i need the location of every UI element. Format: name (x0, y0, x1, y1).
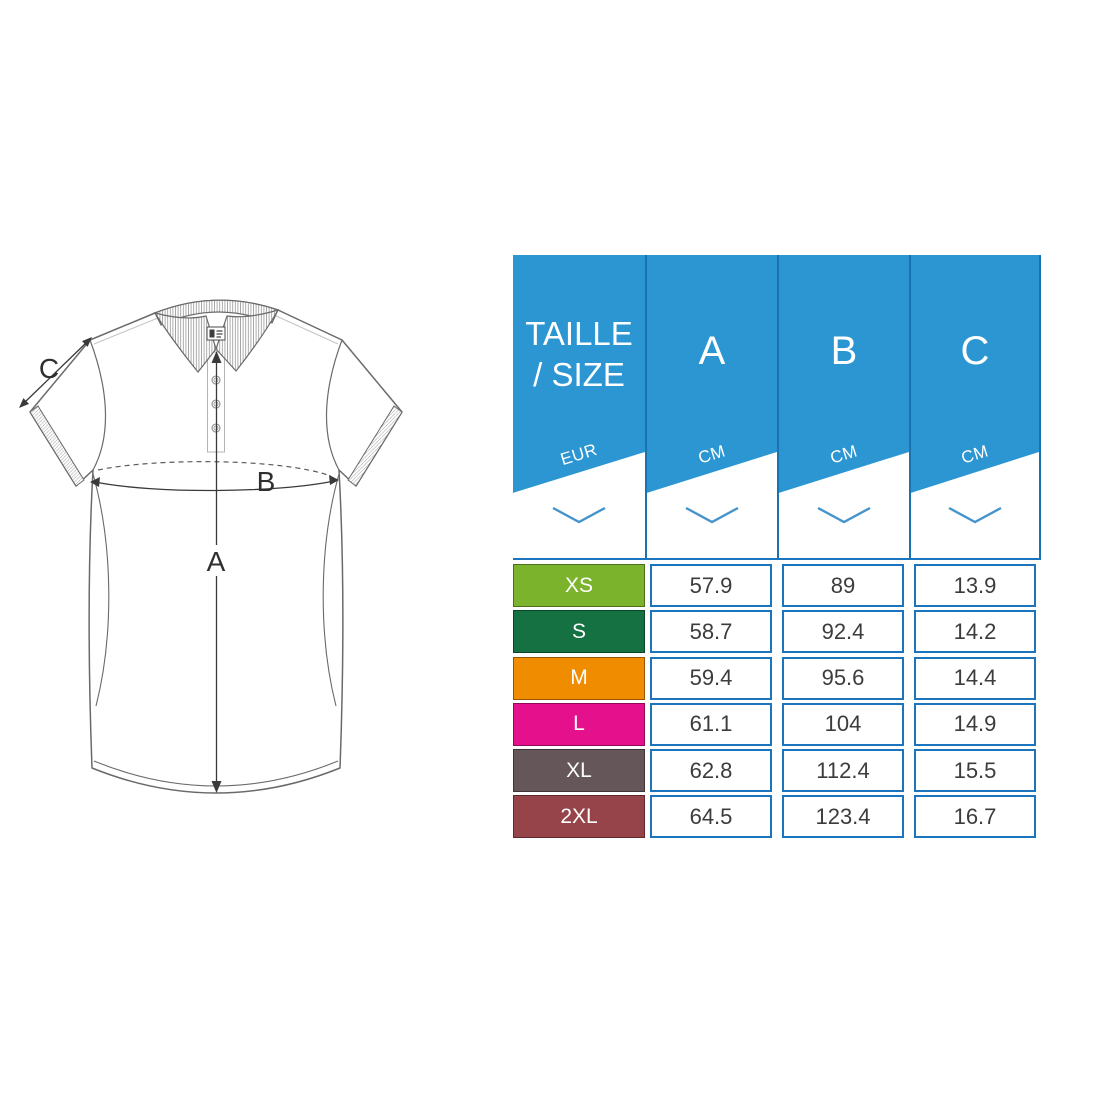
value-cell-b: 104 (782, 702, 904, 746)
value-cell-c: 16.7 (914, 795, 1036, 839)
table-row-m: M 59.4 95.6 14.4 (513, 656, 1041, 700)
header-blue-wedge (911, 255, 1039, 493)
value-cell-a: 58.7 (650, 610, 772, 654)
label-b: B (257, 466, 276, 497)
size-chart-header: TAILLE / SIZE EUR A CM B (513, 255, 1041, 560)
size-badge: XL (513, 749, 645, 793)
label-a: A (207, 546, 226, 577)
polo-shirt-drawing: A B C (19, 299, 403, 794)
collar (153, 299, 280, 373)
size-badge: XS (513, 564, 645, 607)
chevron-down-icon[interactable] (947, 505, 1003, 530)
chevron-down-icon[interactable] (684, 505, 740, 530)
value-cell-b: 89 (782, 564, 904, 607)
value-cell-a: 62.8 (650, 749, 772, 793)
value-cell-b: 95.6 (782, 656, 904, 700)
table-row-s: S 58.7 92.4 14.2 (513, 610, 1041, 654)
size-badge: L (513, 702, 645, 746)
size-chart-rows: XS 57.9 89 13.9 S 58.7 92.4 14.2 M 59.4 … (513, 560, 1041, 839)
value-cell-a: 57.9 (650, 564, 772, 607)
neck-label (206, 326, 226, 341)
measure-arrow-a (200, 351, 233, 793)
value-cell-a: 61.1 (650, 702, 772, 746)
chevron-down-icon[interactable] (551, 505, 607, 530)
table-row-xl: XL 62.8 112.4 15.5 (513, 749, 1041, 793)
value-cell-b: 123.4 (782, 795, 904, 839)
size-badge: S (513, 610, 645, 654)
header-col-size: TAILLE / SIZE EUR (513, 255, 645, 558)
size-column-title: TAILLE / SIZE (525, 315, 633, 394)
label-c: C (39, 353, 59, 384)
value-cell-c: 14.2 (914, 610, 1036, 654)
value-cell-b: 112.4 (782, 749, 904, 793)
chevron-down-icon[interactable] (816, 505, 872, 530)
header-blue-wedge (513, 255, 645, 493)
value-cell-c: 13.9 (914, 564, 1036, 607)
header-blue-wedge (647, 255, 777, 493)
value-cell-c: 15.5 (914, 749, 1036, 793)
value-cell-c: 14.9 (914, 702, 1036, 746)
table-row-l: L 61.1 104 14.9 (513, 702, 1041, 746)
measure-arrow-c (19, 337, 92, 408)
sleeve-cuffs (29, 405, 403, 487)
header-col-c: C CM (909, 255, 1041, 558)
value-cell-a: 59.4 (650, 656, 772, 700)
size-chart-table: TAILLE / SIZE EUR A CM B (513, 255, 1041, 839)
table-row-2xl: 2XL 64.5 123.4 16.7 (513, 795, 1041, 839)
value-cell-a: 64.5 (650, 795, 772, 839)
value-cell-b: 92.4 (782, 610, 904, 654)
value-cell-c: 14.4 (914, 656, 1036, 700)
size-badge: 2XL (513, 795, 645, 839)
header-col-b: B CM (777, 255, 909, 558)
header-blue-wedge (779, 255, 909, 493)
header-col-a: A CM (645, 255, 777, 558)
size-badge: M (513, 656, 645, 700)
table-row-xs: XS 57.9 89 13.9 (513, 564, 1041, 607)
